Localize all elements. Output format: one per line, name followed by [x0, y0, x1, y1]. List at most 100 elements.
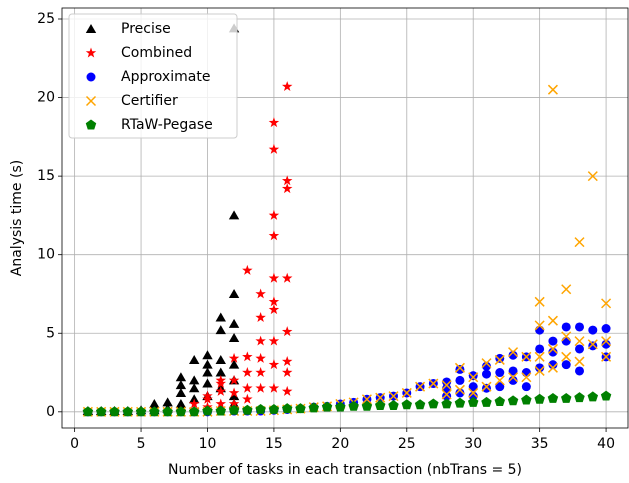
star-marker	[281, 326, 293, 337]
x-stroke	[547, 343, 558, 354]
triangle-marker	[228, 318, 240, 328]
circle-marker	[535, 325, 545, 335]
star-marker	[255, 382, 266, 393]
star-marker	[281, 385, 293, 396]
star-marker	[255, 312, 266, 322]
x-marker	[494, 354, 505, 365]
circle-marker	[455, 388, 465, 398]
pentagon-marker	[600, 390, 612, 401]
x-stroke	[561, 351, 572, 362]
x-stroke	[601, 298, 612, 309]
pentagon-marker	[255, 403, 266, 414]
triangle-marker	[202, 367, 213, 377]
pentagon-marker	[587, 391, 599, 402]
x-stroke	[521, 351, 532, 362]
x-marker	[454, 384, 465, 395]
triangle-marker	[228, 288, 240, 298]
x-stroke	[534, 296, 545, 307]
plot-frame	[61, 7, 629, 429]
legend-label: Combined	[121, 45, 192, 61]
circle-marker	[442, 377, 452, 387]
x-tick-label: 5	[137, 436, 146, 452]
x-stroke	[494, 375, 505, 386]
circle-marker	[521, 368, 531, 378]
x-tick-label: 15	[265, 436, 283, 452]
legend-label: RTaW-Pegase	[121, 117, 213, 133]
x-tick-label: 30	[464, 436, 482, 452]
x-stroke	[494, 354, 505, 365]
star-marker	[268, 117, 280, 128]
star-marker	[215, 398, 227, 409]
y-tick-label: 10	[37, 247, 55, 263]
star-marker	[188, 398, 200, 409]
x-marker	[85, 95, 97, 107]
x-marker	[494, 375, 505, 386]
pentagon-marker	[228, 404, 240, 415]
x-marker	[441, 380, 452, 391]
circle-marker	[495, 353, 505, 363]
circle-marker	[575, 322, 585, 332]
x-stroke	[547, 84, 558, 95]
pentagon-marker	[242, 404, 253, 415]
pentagon-marker	[574, 392, 585, 403]
pentagon-marker	[547, 392, 559, 403]
star-marker	[215, 374, 227, 385]
x-stroke	[481, 358, 492, 369]
x-marker	[561, 284, 572, 295]
x-marker	[375, 392, 386, 403]
pentagon-marker	[149, 406, 160, 417]
x-axis-label: Number of tasks in each transaction (nbT…	[168, 462, 522, 478]
star-marker	[202, 393, 213, 404]
x-stroke	[85, 95, 97, 107]
triangle-marker	[85, 24, 97, 33]
triangle-marker	[228, 391, 240, 401]
x-marker	[587, 339, 598, 350]
star-marker	[242, 351, 253, 362]
star-marker	[255, 367, 266, 377]
star-marker	[281, 356, 293, 366]
star-marker	[255, 335, 266, 346]
triangle-marker	[189, 375, 200, 385]
x-marker	[481, 358, 492, 369]
circle-marker	[548, 336, 558, 346]
series	[82, 390, 612, 417]
x-stroke	[601, 351, 612, 362]
triangle-marker	[228, 359, 240, 369]
star-marker	[215, 378, 227, 388]
x-marker	[547, 84, 558, 95]
pentagon-marker	[560, 392, 572, 403]
star-marker	[228, 374, 240, 385]
triangle-marker	[215, 354, 226, 364]
star-marker	[268, 209, 280, 220]
star-marker	[281, 272, 293, 283]
x-tick-label: 0	[70, 436, 79, 452]
star-marker	[268, 335, 280, 346]
pentagon-marker	[162, 406, 173, 417]
series	[83, 322, 611, 417]
star-marker	[268, 359, 280, 370]
circle-marker	[535, 344, 545, 354]
star-marker	[242, 264, 253, 275]
x-marker	[601, 351, 612, 362]
x-stroke	[521, 372, 532, 383]
x-marker	[547, 362, 558, 373]
circle-marker	[468, 382, 478, 392]
x-tick-label: 40	[597, 436, 615, 452]
star-marker	[268, 304, 280, 315]
triangle-marker	[189, 383, 200, 393]
star-marker	[281, 183, 293, 194]
circle-marker	[468, 371, 478, 381]
circle-marker	[468, 391, 478, 401]
y-tick-label: 20	[37, 90, 55, 106]
pentagon-marker	[348, 400, 359, 411]
pentagon-marker	[388, 400, 399, 410]
x-stroke	[454, 362, 465, 373]
circle-marker	[442, 391, 452, 401]
x-marker	[534, 351, 545, 362]
circle-marker	[561, 360, 571, 370]
circle-marker	[455, 375, 465, 385]
x-stroke	[508, 347, 519, 358]
circle-marker	[575, 344, 585, 354]
star-marker	[268, 382, 280, 393]
x-marker	[401, 387, 412, 398]
